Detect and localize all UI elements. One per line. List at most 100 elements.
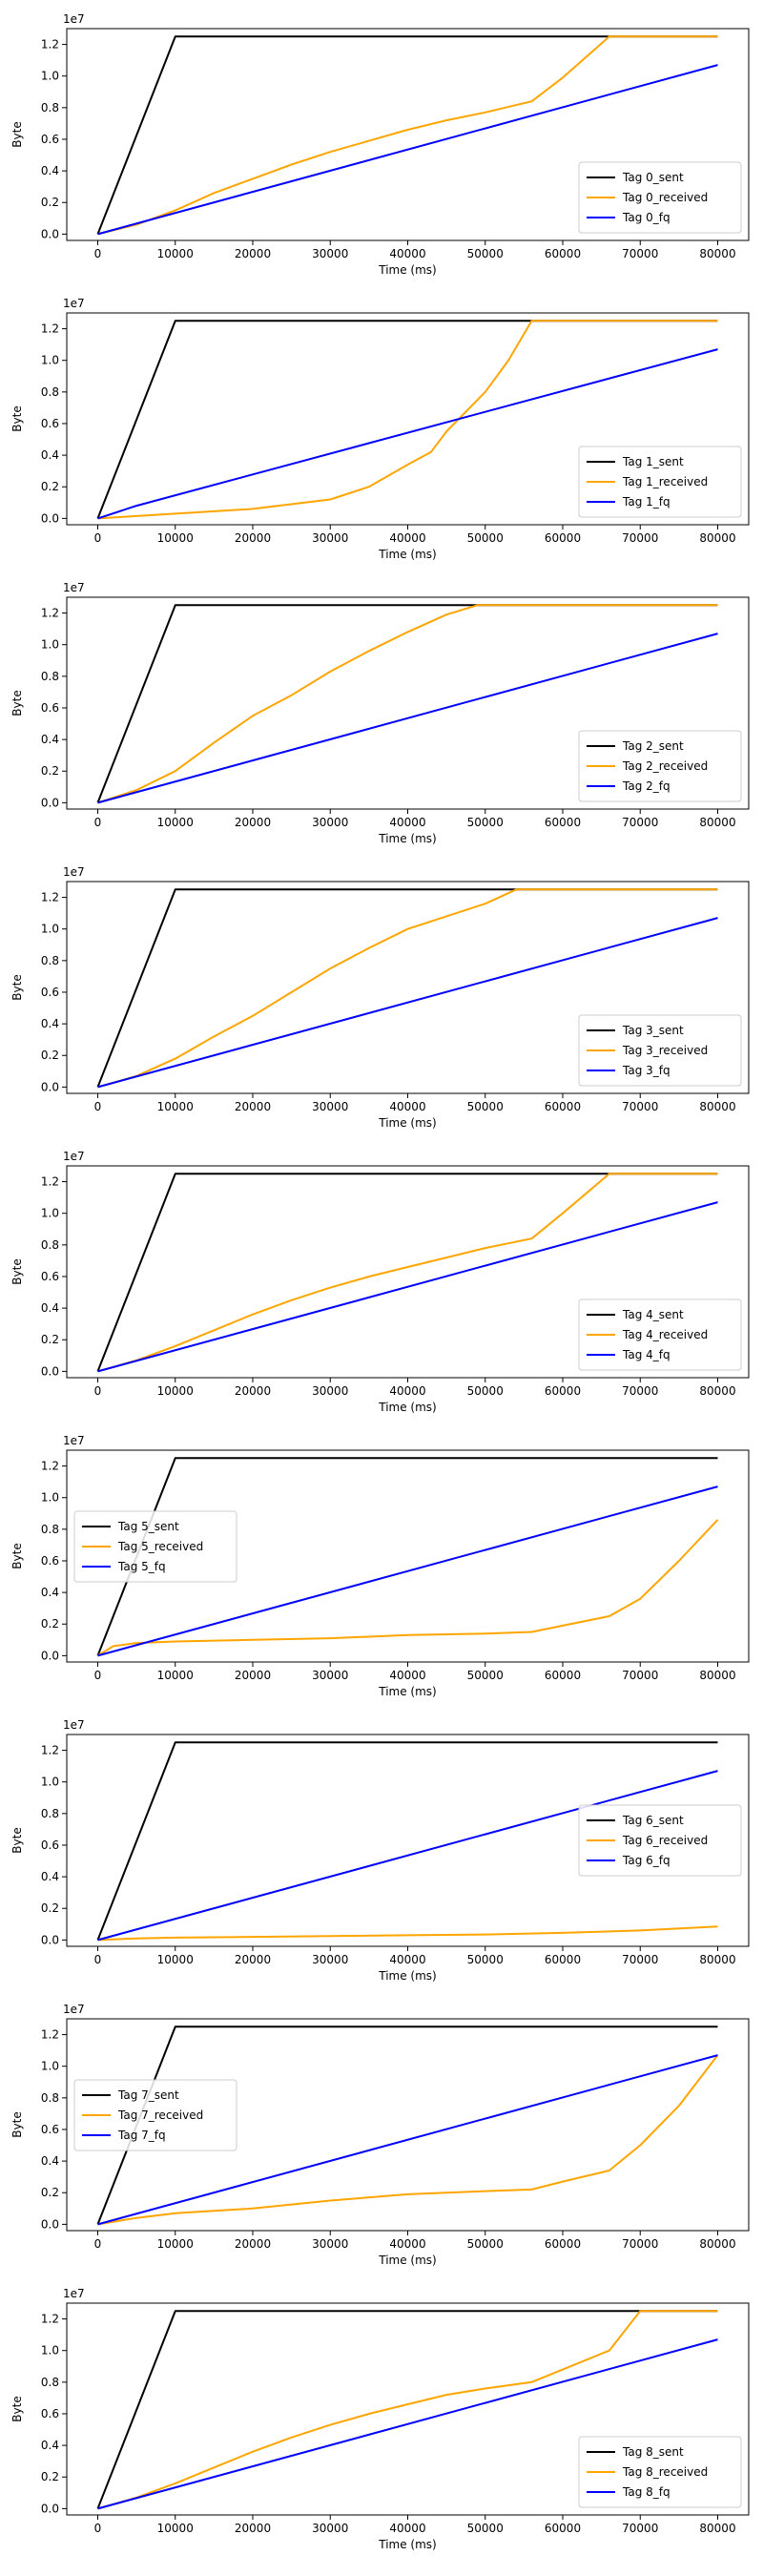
legend-label: Tag 1_received [622,475,708,488]
y-tick-label: 0.0 [41,796,59,809]
y-offset-label: 1e7 [63,865,85,879]
y-tick-label: 0.4 [41,1586,59,1599]
x-tick-label: 60000 [545,1953,581,1966]
x-tick-label: 0 [94,2237,102,2251]
chart-panel-4: 0 10000 20000 30000 40000 50000 60000 70000 8000… [10,1150,750,1414]
y-tick-label: 0.0 [41,2502,59,2515]
y-tick-label: 1.0 [41,923,59,936]
x-tick-label: 20000 [235,816,271,829]
y-tick-label: 0.8 [41,670,59,683]
x-tick-label: 80000 [699,2522,735,2535]
x-tick-label: 10000 [157,1953,194,1966]
x-tick-label: 40000 [389,1384,425,1398]
y-tick-label: 1.0 [41,2060,59,2073]
y-tick-label: 0.0 [41,1649,59,1662]
legend-box [578,446,742,518]
y-axis-label: Byte [10,405,24,431]
chart-panel-6: 0 10000 20000 30000 40000 50000 60000 70000 8000… [10,1718,750,1983]
legend-label: Tag 0_fq [622,211,670,224]
y-offset-label: 1e7 [63,1150,85,1163]
x-tick-label: 80000 [699,247,735,260]
y-tick-label: 0.2 [41,1049,59,1062]
series-line-tag-0_sent [96,35,718,235]
legend-box [578,1298,742,1371]
y-tick-label: 0.4 [41,1017,59,1030]
chart-panel-5: 0 10000 20000 30000 40000 50000 60000 70000 8000… [10,1434,750,1698]
legend-label: Tag 2_received [622,759,708,773]
y-tick-label: 0.0 [41,1080,59,1093]
legend: Tag 2_sent Tag 2_received Tag 2_fq [578,730,742,802]
x-tick-label: 10000 [157,1669,194,1682]
y-tick-label: 0.4 [41,2154,59,2168]
x-tick-label: 20000 [235,247,271,260]
legend-label: Tag 3_sent [622,1024,684,1037]
x-axis-label: Time (ms) [378,548,437,561]
y-tick-label: 0.8 [41,1807,59,1820]
x-tick-label: 10000 [157,1384,194,1398]
y-tick-label: 0.2 [41,196,59,209]
x-tick-label: 0 [94,247,102,260]
y-tick-label: 1.2 [41,38,59,52]
y-tick-label: 0.4 [41,733,59,746]
x-tick-label: 50000 [467,247,504,260]
y-tick-label: 0.0 [41,1364,59,1378]
legend: Tag 7_sent Tag 7_received Tag 7_fq [73,2079,237,2151]
series-line-tag-4_sent [96,1173,718,1372]
legend-label: Tag 0_received [622,191,708,204]
legend-label: Tag 3_fq [622,1064,670,1077]
x-tick-label: 10000 [157,2237,194,2251]
x-tick-label: 0 [94,1953,102,1966]
x-axis-label: Time (ms) [378,832,437,845]
series-line-tag-6_sent [96,1741,718,1941]
y-tick-label: 0.2 [41,764,59,778]
x-axis-label: Time (ms) [378,1685,437,1698]
x-tick-label: 0 [94,2522,102,2535]
y-tick-label: 0.4 [41,1870,59,1883]
x-tick-label: 0 [94,1669,102,1682]
series-line-tag-0_received [97,35,718,236]
y-tick-label: 0.6 [41,2407,59,2420]
y-tick-label: 0.4 [41,2439,59,2452]
chart-panel-1: 0 10000 20000 30000 40000 50000 60000 70000 8000… [10,297,750,561]
y-tick-label: 1.0 [41,1776,59,1789]
legend-label: Tag 8_fq [622,2485,670,2499]
x-tick-label: 80000 [699,2237,735,2251]
legend-label: Tag 6_fq [622,1854,670,1867]
x-tick-label: 50000 [467,816,504,829]
y-tick-label: 0.6 [41,133,59,146]
legend-label: Tag 7_sent [117,2088,179,2102]
series-line-tag-3_received [97,888,718,1089]
y-tick-label: 0.0 [41,227,59,240]
x-tick-label: 10000 [157,816,194,829]
series-group [96,35,718,236]
legend-label: Tag 4_received [622,1328,708,1341]
legend-label: Tag 2_fq [622,779,670,793]
y-offset-label: 1e7 [63,12,85,26]
legend-label: Tag 5_received [117,1540,203,1553]
legend-label: Tag 4_fq [622,1348,670,1361]
x-tick-label: 50000 [467,1100,504,1113]
x-tick-label: 40000 [389,816,425,829]
series-line-tag-8_fq [97,2338,718,2510]
legend-label: Tag 1_fq [622,495,670,509]
x-tick-label: 20000 [235,1100,271,1113]
series-group [96,1457,719,1657]
series-line-tag-1_received [97,320,718,520]
legend-box [73,1510,237,1583]
legend-label: Tag 7_received [117,2109,203,2122]
legend-box [578,1014,742,1087]
legend-label: Tag 0_sent [622,171,684,184]
series-line-tag-2_received [97,604,718,804]
y-tick-label: 0.4 [41,1301,59,1315]
y-axis-label: Byte [10,1258,24,1284]
y-tick-label: 1.2 [41,1460,59,1473]
series-group [96,604,718,804]
x-tick-label: 80000 [699,816,735,829]
x-tick-label: 60000 [545,816,581,829]
y-axis-label: Byte [10,121,24,147]
x-axis-label: Time (ms) [378,263,437,277]
y-tick-label: 0.8 [41,954,59,967]
series-line-tag-4_received [97,1173,718,1373]
x-tick-label: 50000 [467,1953,504,1966]
legend: Tag 0_sent Tag 0_received Tag 0_fq [578,161,742,234]
